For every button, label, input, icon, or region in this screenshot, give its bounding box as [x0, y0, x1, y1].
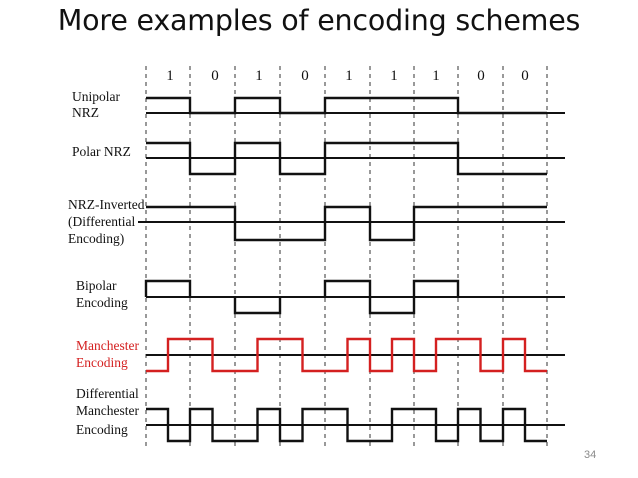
- bit-values: 1 0 1 0 1 1 1 0 0: [166, 68, 529, 84]
- row-polar-nrz: Polar NRZ: [72, 141, 565, 176]
- bit-value-label: 0: [477, 68, 485, 84]
- row-label: Differential Manchester Encoding: [76, 386, 139, 437]
- row-differential-manchester: Differential Manchester Encoding: [76, 386, 565, 443]
- signal-pulse: [323, 279, 372, 297]
- signal-pulse: [368, 297, 416, 315]
- signal-waveform: [146, 205, 547, 242]
- row-manchester: Manchester Encoding: [76, 337, 565, 373]
- signal-waveform: [146, 337, 547, 373]
- row-unipolar-nrz: Unipolar NRZ: [72, 89, 565, 120]
- bit-value-label: 0: [521, 68, 529, 84]
- row-label: Manchester Encoding: [76, 338, 139, 370]
- row-label: Polar NRZ: [72, 144, 131, 159]
- row-label-line: Manchester: [76, 338, 139, 353]
- row-label-line: Polar NRZ: [72, 144, 131, 159]
- signal-pulse: [412, 279, 460, 297]
- bit-value-label: 1: [166, 68, 174, 84]
- bit-value-label: 1: [432, 68, 440, 84]
- signal-pulse: [144, 279, 192, 297]
- row-label-line: Encoding: [76, 422, 128, 437]
- row-label: NRZ-Inverted (Differential Encoding): [68, 197, 145, 246]
- bit-value-label: 1: [390, 68, 398, 84]
- row-label-line: Encoding): [68, 231, 124, 246]
- row-label-line: Differential: [76, 386, 139, 401]
- row-label-line: NRZ: [72, 105, 99, 120]
- signal-pulse: [233, 297, 282, 315]
- row-label-line: Unipolar: [72, 89, 120, 104]
- signal-waveform: [146, 96, 547, 115]
- row-label: Bipolar Encoding: [76, 278, 128, 310]
- bit-value-label: 0: [301, 68, 309, 84]
- row-label-line: Bipolar: [76, 278, 117, 293]
- row-label: Unipolar NRZ: [72, 89, 120, 120]
- signal-waveform: [146, 141, 547, 176]
- row-label-line: Encoding: [76, 295, 128, 310]
- bit-value-label: 1: [255, 68, 263, 84]
- bit-value-label: 1: [345, 68, 353, 84]
- bit-boundary-guides: [145, 66, 548, 446]
- bit-value-label: 0: [211, 68, 219, 84]
- row-nrz-inverted: NRZ-Inverted (Differential Encoding): [68, 197, 565, 246]
- row-label-line: Encoding: [76, 355, 128, 370]
- slide-title: More examples of encoding schemes: [57, 4, 581, 37]
- row-label-line: (Differential: [68, 214, 135, 229]
- signal-waveform: [146, 407, 547, 443]
- row-label-line: Manchester: [76, 403, 139, 418]
- row-bipolar: Bipolar Encoding: [76, 278, 565, 315]
- row-label-line: NRZ-Inverted: [68, 197, 145, 212]
- page-number: 34: [584, 449, 597, 461]
